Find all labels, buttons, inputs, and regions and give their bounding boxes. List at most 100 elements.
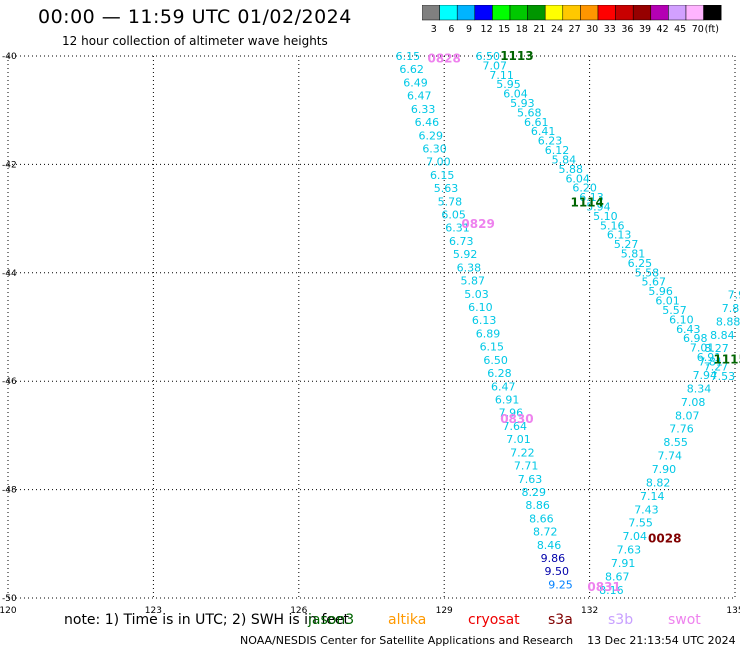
wave-height-label: 6.30	[422, 142, 447, 155]
wave-height-label: 5.57	[662, 304, 687, 317]
wave-height-label: 7.91	[611, 557, 636, 570]
lon-tick-label: 123	[145, 606, 162, 616]
scale-tick-label: 15	[498, 24, 510, 35]
wave-height-label: 7.96	[499, 407, 524, 420]
wave-height-label: 7.64	[502, 420, 527, 433]
wave-height-label: 6.12	[545, 144, 570, 157]
wave-height-label: 8.07	[675, 409, 700, 422]
satellite-legend-item: jason3	[308, 612, 355, 628]
pass-time-label: 0830	[500, 412, 533, 426]
wave-height-label: 6.10	[669, 313, 694, 326]
wave-height-label: 7.43	[634, 503, 659, 516]
wave-height-label: 9.50	[544, 565, 569, 578]
wave-height-label: 7.00	[426, 156, 451, 169]
pass-time-label: 0028	[648, 531, 681, 545]
scale-tick-label: 3	[431, 24, 437, 35]
wave-height-label: 7.55	[628, 517, 653, 530]
pass-time-label: 1114	[570, 195, 603, 209]
wave-height-label: 6.31	[445, 222, 470, 235]
wave-height-label: 8.82	[646, 476, 671, 489]
wave-height-label: 6.05	[441, 209, 466, 222]
scale-tick-label: 39	[639, 24, 651, 35]
scale-swatch	[703, 5, 722, 21]
wave-height-label: 6.04	[565, 172, 590, 185]
scale-tick-label: 21	[533, 24, 545, 35]
wave-height-label: 6.49	[403, 76, 428, 89]
wave-height-label: 5.84	[552, 153, 577, 166]
scale-tick-label: 33	[604, 24, 616, 35]
wave-height-label: 8.86	[525, 499, 550, 512]
wave-height-label: 7.08	[681, 396, 706, 409]
wave-height-label: 6.38	[457, 261, 482, 274]
satellite-legend-item: cryosat	[468, 612, 520, 628]
wave-height-label: 6.13	[472, 314, 497, 327]
wave-height-label: 6.15	[430, 169, 455, 182]
wave-height-label: 6.13	[607, 229, 632, 242]
track-0828: 6.156.626.496.476.336.466.296.307.006.15…	[396, 50, 573, 591]
wave-height-label: 8.55	[663, 436, 688, 449]
wave-height-label: 5.78	[438, 195, 463, 208]
satellite-legend-item: s3b	[608, 612, 634, 628]
wave-height-label: 5.95	[496, 78, 521, 91]
page-title: 00:00 — 11:59 UTC 01/02/2024	[38, 6, 352, 28]
wave-height-label: 7.53	[711, 370, 736, 383]
scale-tick-label: 42	[657, 24, 669, 35]
lon-tick-label: 132	[581, 606, 598, 616]
wave-height-label: 7.74	[658, 450, 683, 463]
wave-height-label: 6.23	[538, 135, 563, 148]
scale-tick-label: 70	[692, 24, 704, 35]
pass-time-label: 0831	[587, 580, 620, 594]
scale-tick-label: 24	[551, 24, 563, 35]
wave-height-label: 5.03	[464, 288, 489, 301]
pass-time-label: 0829	[461, 217, 494, 231]
wave-height-label: 6.89	[476, 327, 501, 340]
wave-height-label: 7.04	[623, 530, 648, 543]
wave-height-label: 5.93	[510, 97, 535, 110]
scale-tick-label: 9	[466, 24, 472, 35]
wave-height-label: 7.96	[728, 288, 740, 301]
wave-height-label: 8.29	[522, 486, 547, 499]
wave-height-label: 5.92	[453, 248, 478, 261]
wave-height-label: 6.46	[415, 116, 440, 129]
lat-tick-label: -44	[2, 269, 17, 279]
wave-height-label: 5.87	[460, 275, 485, 288]
wave-height-label: 8.84	[710, 329, 735, 342]
pass-time-label: 0828	[427, 52, 460, 66]
wave-height-label: 6.15	[396, 50, 421, 63]
wave-height-label: 6.50	[476, 50, 501, 63]
wave-height-label: 5.88	[559, 163, 584, 176]
wave-height-label: 7.63	[617, 544, 642, 557]
wave-height-label: 8.34	[687, 382, 712, 395]
wave-height-label: 7.14	[640, 490, 665, 503]
wave-height-label: 7.22	[510, 446, 535, 459]
lat-tick-label: -40	[2, 52, 17, 62]
wave-height-label: 7.76	[669, 423, 694, 436]
wave-height-label: 7.81	[722, 302, 740, 315]
lat-tick-label: -42	[2, 160, 17, 170]
wave-height-label: 6.41	[531, 125, 556, 138]
wave-height-label: 8.67	[605, 570, 630, 583]
satellite-legend-item: altika	[388, 612, 427, 628]
wave-height-label: 6.47	[491, 380, 516, 393]
wave-height-label: 6.15	[480, 341, 505, 354]
wave-height-label: 7.71	[514, 460, 539, 473]
wave-height-label: 7.01	[690, 342, 715, 355]
scale-tick-label: 36	[621, 24, 633, 35]
wave-height-label: 6.29	[419, 129, 444, 142]
scale-tick-label: 18	[516, 24, 528, 35]
lon-tick-label: 126	[290, 606, 307, 616]
page-subtitle: 12 hour collection of altimeter wave hei…	[62, 34, 328, 48]
wave-height-label: 7.01	[506, 433, 531, 446]
wave-height-label: 6.33	[411, 103, 436, 116]
satellite-legend-item: swot	[668, 612, 701, 628]
wave-height-label: 6.20	[572, 182, 597, 195]
scale-tick-label: 27	[569, 24, 581, 35]
lon-tick-label: 129	[436, 606, 453, 616]
scale-tick-label: 6	[448, 24, 454, 35]
wave-height-label: 5.96	[648, 285, 673, 298]
wave-height-label: 5.67	[641, 276, 666, 289]
wave-height-label: 5.94	[586, 200, 611, 213]
scale-unit-label: (ft)	[705, 24, 719, 35]
lon-tick-label: 135	[726, 606, 740, 616]
wave-height-label: 6.91	[495, 393, 520, 406]
